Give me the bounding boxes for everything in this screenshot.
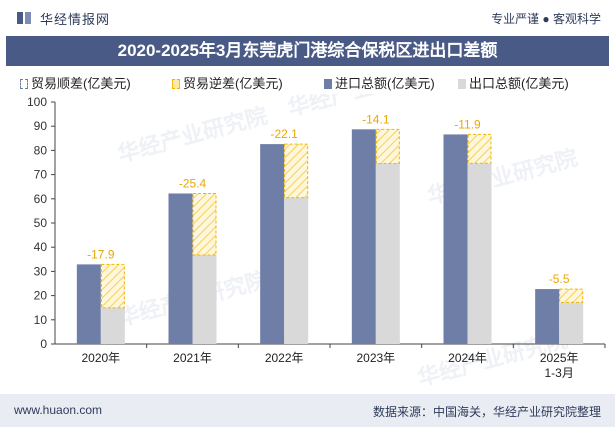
footer-data-source: 数据来源：中国海关，华经产业研究院整理 — [372, 405, 601, 419]
deficit-data-label: -22.1 — [270, 127, 298, 141]
x-tick-label: 2024年 — [448, 351, 487, 365]
import-bar — [76, 264, 101, 344]
x-tick-label: 2020年 — [81, 351, 120, 365]
export-bar — [467, 163, 492, 344]
huajing-logo-icon — [17, 12, 31, 24]
x-tick-label: 2022年 — [265, 351, 304, 365]
deficit-data-label: -25.4 — [179, 176, 207, 190]
legend-swatch-deficit — [172, 79, 180, 89]
deficit-bar — [100, 263, 125, 309]
chart-title: 2020-2025年3月东莞虎门港综合保税区进出口差额 — [6, 36, 609, 66]
legend-label-deficit: 贸易逆差(亿美元) — [183, 76, 283, 91]
tagline: 专业严谨 ● 客观科学 — [491, 12, 601, 26]
deficit-bar — [559, 288, 584, 303]
legend-label-export: 出口总额(亿美元) — [469, 76, 569, 91]
import-bar — [168, 193, 193, 344]
y-tick-label: 90 — [34, 119, 48, 133]
deficit-data-label: -17.9 — [87, 247, 115, 261]
x-tick-label: 2021年 — [173, 351, 212, 365]
deficit-data-label: -14.1 — [362, 112, 390, 126]
deficit-bar — [192, 192, 217, 256]
y-tick-label: 70 — [34, 168, 48, 182]
legend-swatch-import — [324, 79, 332, 89]
y-tick-label: 10 — [34, 313, 48, 327]
legend-item-export: 出口总额(亿美元) — [458, 74, 569, 94]
x-tick-label: 2025年 1-3月 — [540, 351, 579, 380]
brand-name: 华经情报网 — [40, 12, 111, 27]
legend-label-surplus: 贸易顺差(亿美元) — [31, 76, 131, 91]
legend-swatch-surplus — [20, 79, 28, 89]
y-tick-label: 100 — [27, 95, 47, 109]
export-bar — [284, 197, 309, 344]
import-bar — [443, 134, 468, 344]
x-tick-label: 2023年 — [356, 351, 395, 365]
export-bar — [100, 307, 125, 344]
y-tick-label: 30 — [34, 264, 48, 278]
top-bar: 华经情报网 专业严谨 ● 客观科学 — [0, 0, 615, 36]
chart-legend: 贸易顺差(亿美元) 贸易逆差(亿美元) 进口总额(亿美元) 出口总额(亿美元) — [20, 74, 610, 94]
legend-item-import: 进口总额(亿美元) — [324, 74, 435, 94]
deficit-bar — [467, 133, 492, 164]
import-bar — [535, 289, 560, 344]
deficit-bar — [284, 143, 309, 199]
y-tick-label: 40 — [34, 240, 48, 254]
deficit-bar — [375, 128, 400, 164]
y-tick-label: 20 — [34, 289, 48, 303]
footer-website: www.huaon.com — [14, 403, 103, 417]
legend-label-import: 进口总额(亿美元) — [335, 76, 435, 91]
import-bar — [351, 129, 376, 344]
export-bar — [559, 302, 584, 344]
y-tick-label: 50 — [34, 216, 48, 230]
legend-item-deficit: 贸易逆差(亿美元) — [172, 74, 283, 94]
legend-item-surplus: 贸易顺差(亿美元) — [20, 74, 131, 94]
footer-bar: www.huaon.com 数据来源：中国海关，华经产业研究院整理 — [0, 394, 615, 427]
legend-swatch-export — [458, 79, 466, 89]
export-bar — [192, 254, 217, 344]
chart-plot: 华经产业研究院华经产业研究院华经产业研究院华经产业研究院华经产业研究院 0102… — [27, 94, 606, 391]
y-tick-label: 0 — [40, 337, 47, 351]
y-tick-label: 80 — [34, 143, 48, 157]
export-bar — [375, 163, 400, 344]
deficit-data-label: -5.5 — [549, 272, 570, 286]
watermark-text: 华经产业研究院 — [115, 103, 270, 167]
y-tick-label: 60 — [34, 192, 48, 206]
deficit-data-label: -11.9 — [454, 117, 481, 131]
import-bar — [260, 144, 285, 344]
